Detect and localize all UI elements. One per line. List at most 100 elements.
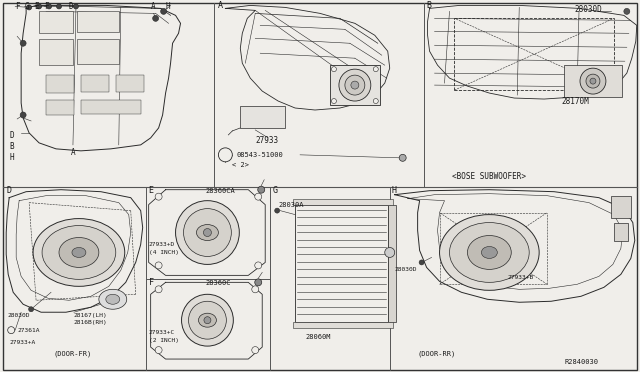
Bar [611,196,631,218]
Text: 27933+A: 27933+A [9,340,35,344]
Circle shape [399,154,406,161]
Text: 28030A: 28030A [278,202,303,208]
Text: 27361A: 27361A [17,328,40,333]
Text: 08543-51000: 08543-51000 [236,152,283,158]
Circle shape [153,15,159,21]
Circle shape [252,286,259,293]
Circle shape [155,347,162,353]
Circle shape [20,40,26,46]
Bar [81,100,141,114]
Text: A: A [71,148,76,157]
Text: B: B [9,142,14,151]
Circle shape [8,327,15,334]
Circle shape [339,69,371,101]
Text: (DOOR-RR): (DOOR-RR) [418,351,456,357]
Circle shape [47,4,52,9]
Circle shape [332,99,337,103]
Bar [81,75,109,92]
Bar [77,39,119,64]
Circle shape [351,81,359,89]
Circle shape [586,74,600,88]
Ellipse shape [99,289,127,309]
Circle shape [590,78,596,84]
Bar [293,199,393,205]
Circle shape [155,286,162,293]
Text: (4 INCH): (4 INCH) [148,250,179,255]
Text: R2840030: R2840030 [564,359,598,365]
Ellipse shape [198,313,216,327]
Bar [39,39,73,65]
Circle shape [175,201,239,264]
Text: 28030D: 28030D [7,313,29,318]
Text: A: A [218,1,222,10]
Circle shape [385,247,395,257]
Text: 27933: 27933 [255,137,278,145]
Text: A: A [150,2,156,11]
Ellipse shape [449,222,529,282]
Text: (DOOR-FR): (DOOR-FR) [53,351,92,357]
Circle shape [255,262,262,269]
Text: H: H [392,186,397,195]
Text: <BOSE SUBWOOFER>: <BOSE SUBWOOFER> [452,172,527,181]
Circle shape [419,260,424,265]
Ellipse shape [42,225,116,279]
Circle shape [624,9,630,15]
Circle shape [373,67,378,72]
Bar [293,322,393,328]
Bar [614,222,628,241]
Text: < 2>: < 2> [232,162,250,168]
Bar [46,100,74,115]
Ellipse shape [467,235,511,269]
Circle shape [345,75,365,95]
Text: 28030D: 28030D [574,5,602,14]
Ellipse shape [72,247,86,257]
Text: (2 INCH): (2 INCH) [148,338,179,343]
Text: G: G [272,186,277,195]
Text: D: D [6,186,12,195]
Text: 27933+D: 27933+D [148,242,175,247]
Circle shape [184,209,231,256]
Circle shape [182,294,234,346]
Circle shape [275,208,280,213]
Text: H: H [166,2,170,11]
Text: H: H [9,153,14,162]
Bar [46,75,74,93]
Circle shape [155,193,162,200]
Circle shape [204,317,211,324]
Circle shape [332,67,337,72]
Text: 28060M: 28060M [305,334,330,340]
Text: F: F [15,2,20,11]
Ellipse shape [196,225,218,241]
Text: 27933+B: 27933+B [508,275,534,280]
Bar [388,205,396,322]
Circle shape [74,4,79,9]
Circle shape [20,112,26,118]
Bar [116,75,143,92]
Bar [564,65,622,97]
Circle shape [255,193,262,200]
Text: 28030D: 28030D [395,267,417,272]
Text: E: E [34,2,39,11]
Ellipse shape [440,215,539,290]
Bar [330,65,380,105]
Circle shape [29,307,33,312]
Circle shape [161,9,166,15]
Circle shape [189,301,227,339]
Text: 28360C: 28360C [205,280,231,286]
Ellipse shape [33,219,125,286]
Text: 2816B(RH): 2816B(RH) [74,320,108,325]
Circle shape [36,4,42,9]
Text: G: G [24,2,29,11]
Ellipse shape [59,237,99,267]
Circle shape [373,99,378,103]
Circle shape [252,347,259,353]
Circle shape [155,262,162,269]
Text: E: E [148,186,154,195]
Bar [240,106,285,128]
Circle shape [218,148,232,162]
Text: D: D [69,2,74,11]
Text: F: F [148,278,154,287]
Text: F: F [44,2,49,11]
Circle shape [258,186,265,193]
Circle shape [204,228,211,237]
